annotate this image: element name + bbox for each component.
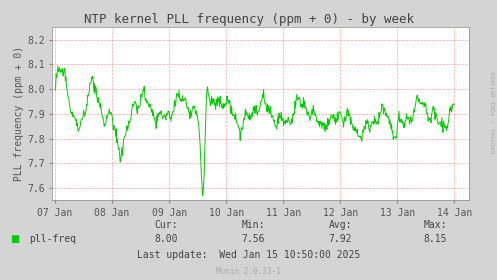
Text: NTP kernel PLL frequency (ppm + 0) - by week: NTP kernel PLL frequency (ppm + 0) - by … — [83, 13, 414, 25]
Text: Munin 2.0.33-1: Munin 2.0.33-1 — [216, 267, 281, 276]
Text: 7.92: 7.92 — [329, 234, 352, 244]
Text: RRDTOOL / TOBI OETIKER: RRDTOOL / TOBI OETIKER — [491, 71, 496, 153]
Y-axis label: PLL frequency (ppm + 0): PLL frequency (ppm + 0) — [14, 46, 24, 181]
Text: Last update:  Wed Jan 15 10:50:00 2025: Last update: Wed Jan 15 10:50:00 2025 — [137, 250, 360, 260]
Text: Min:: Min: — [242, 220, 265, 230]
Text: Cur:: Cur: — [155, 220, 178, 230]
Text: Max:: Max: — [423, 220, 447, 230]
Text: 8.00: 8.00 — [155, 234, 178, 244]
Text: Avg:: Avg: — [329, 220, 352, 230]
Text: ■: ■ — [10, 234, 19, 244]
Text: 8.15: 8.15 — [423, 234, 447, 244]
Text: pll-freq: pll-freq — [29, 234, 76, 244]
Text: 7.56: 7.56 — [242, 234, 265, 244]
